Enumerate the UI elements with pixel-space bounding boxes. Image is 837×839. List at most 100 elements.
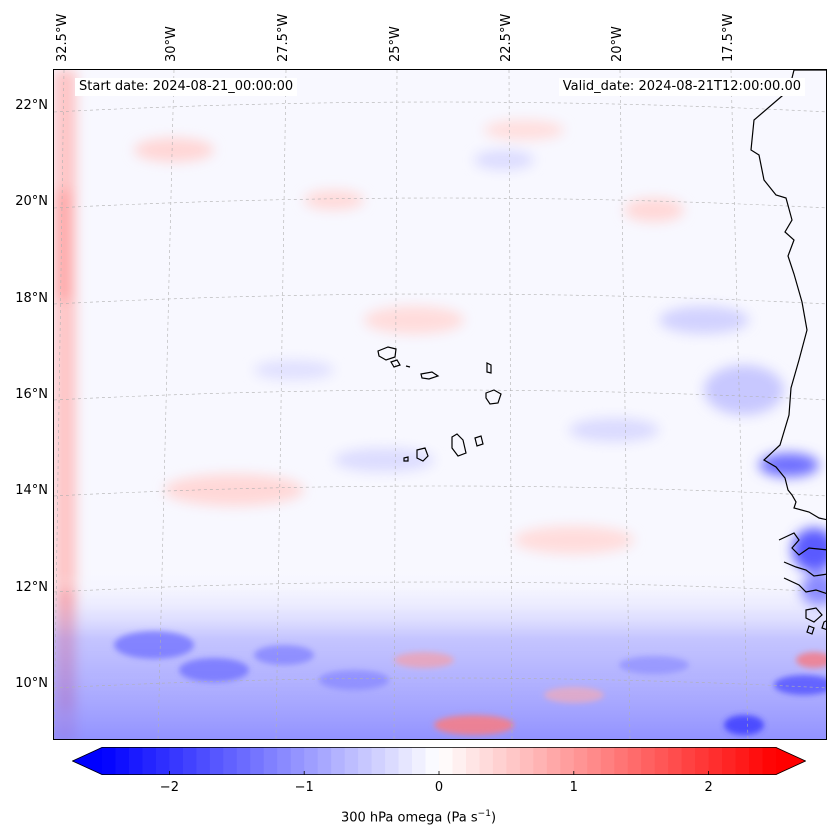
colorbar-segment: [654, 747, 669, 775]
colorbar-segment: [519, 747, 534, 775]
colorbar-segment: [614, 747, 629, 775]
colorbar-segments: [72, 747, 806, 775]
colorbar-segment: [749, 747, 764, 775]
colorbar-segment: [762, 747, 777, 775]
lat-label-16n: 16°N: [15, 387, 48, 402]
colorbar-segment: [115, 747, 130, 775]
colorbar-segment: [209, 747, 224, 775]
colorbar-segment: [344, 747, 359, 775]
graticule: [54, 70, 826, 739]
colorbar-segment: [250, 747, 265, 775]
coast-mauritania-senegal: [750, 70, 826, 521]
island-sao-vicente: [390, 359, 401, 368]
lon-label-27-5w: 27.5°W: [276, 13, 291, 62]
colorbar-segment: [142, 747, 157, 775]
colorbar-tick-label: −1: [294, 780, 314, 795]
colorbar-segment: [169, 747, 184, 775]
colorbar-segment: [600, 747, 615, 775]
colorbar-segment: [695, 747, 710, 775]
lon-label-22-5w: 22.5°W: [499, 13, 514, 62]
lon-label-32-5w: 32.5°W: [55, 13, 70, 62]
colorbar-segment: [533, 747, 548, 775]
colorbar-segment: [722, 747, 737, 775]
island-bissagos-1: [805, 607, 823, 623]
colorbar-outline: [72, 747, 806, 775]
map-panel: [53, 69, 827, 740]
colorbar-segment: [425, 747, 440, 775]
island-maio: [474, 435, 484, 447]
colorbar-segment: [735, 747, 750, 775]
colorbar-tick-label: 0: [434, 780, 444, 795]
lat-label-10n: 10°N: [15, 676, 48, 691]
colorbar-segment: [492, 747, 507, 775]
lat-label-12n: 12°N: [15, 580, 48, 595]
colorbar-segment: [182, 747, 197, 775]
lat-label-14n: 14°N: [15, 483, 48, 498]
colorbar-segment: [358, 747, 373, 775]
colorbar-tick-label: 2: [704, 780, 713, 795]
colorbar-segment: [236, 747, 251, 775]
cape-verde-islands: [377, 346, 502, 462]
colorbar-segment: [708, 747, 723, 775]
island-santa-luzia: [405, 365, 411, 368]
map-canvas: [54, 70, 826, 739]
colorbar-title-prefix: 300 hPa omega (Pa s: [340, 810, 478, 826]
colorbar-segment: [398, 747, 413, 775]
lon-label-25w: 25°W: [388, 26, 403, 62]
colorbar-extend-min: [72, 747, 102, 775]
lon-label-20w: 20°W: [610, 26, 625, 62]
colorbar-segment: [587, 747, 602, 775]
colorbar-title: 300 hPa omega (Pa s−1): [0, 809, 837, 825]
colorbar-segment: [223, 747, 238, 775]
colorbar-title-exp: −1: [477, 809, 491, 819]
lat-label-18n: 18°N: [15, 291, 48, 306]
colorbar-segment: [102, 747, 117, 775]
colorbar-segment: [452, 747, 467, 775]
valid-date-label: Valid_date: 2024-08-21T12:00:00.00: [558, 78, 805, 96]
island-santiago: [451, 433, 467, 457]
colorbar: [72, 747, 806, 775]
colorbar-segment: [128, 747, 144, 775]
island-brava: [403, 456, 409, 462]
colorbar-segment: [196, 747, 211, 775]
island-boa-vista: [485, 389, 502, 405]
lat-label-20n: 20°N: [15, 194, 48, 209]
start-date-label: Start date: 2024-08-21_00:00:00: [75, 78, 298, 96]
island-santo-antao: [377, 346, 397, 361]
west-africa-coastline: [750, 70, 826, 635]
colorbar-segment: [465, 747, 481, 775]
colorbar-segment: [627, 747, 642, 775]
island-fogo: [416, 447, 429, 462]
colorbar-segment: [290, 747, 305, 775]
colorbar-tick-label: 1: [569, 780, 578, 795]
colorbar-segment: [439, 747, 454, 775]
colorbar-segment: [277, 747, 292, 775]
colorbar-segment: [546, 747, 561, 775]
colorbar-segment: [304, 747, 319, 775]
island-bissagos-3: [806, 625, 815, 635]
lon-label-17-5w: 17.5°W: [721, 13, 736, 62]
colorbar-segment: [317, 747, 332, 775]
colorbar-ticks: [169, 771, 709, 775]
coast-casamance: [783, 561, 826, 577]
coast-gambia: [778, 532, 826, 556]
colorbar-title-suffix: ): [490, 810, 497, 826]
colorbar-extend-max: [776, 747, 806, 775]
colorbar-segment: [263, 747, 278, 775]
island-sao-nicolau: [420, 371, 440, 380]
island-sal: [486, 362, 492, 374]
colorbar-segment: [331, 747, 346, 775]
colorbar-segment: [668, 747, 683, 775]
colorbar-segment: [506, 747, 521, 775]
coast-guinea-bissau: [783, 577, 826, 594]
colorbar-segment: [412, 747, 427, 775]
island-bissagos-2: [821, 620, 826, 630]
colorbar-segment: [479, 747, 494, 775]
lat-label-22n: 22°N: [15, 98, 48, 113]
colorbar-segment: [155, 747, 170, 775]
colorbar-segment: [641, 747, 656, 775]
colorbar-segment: [560, 747, 575, 775]
convective-cells: [114, 631, 826, 735]
colorbar-segment: [371, 747, 386, 775]
colorbar-tick-label: −2: [159, 780, 179, 795]
